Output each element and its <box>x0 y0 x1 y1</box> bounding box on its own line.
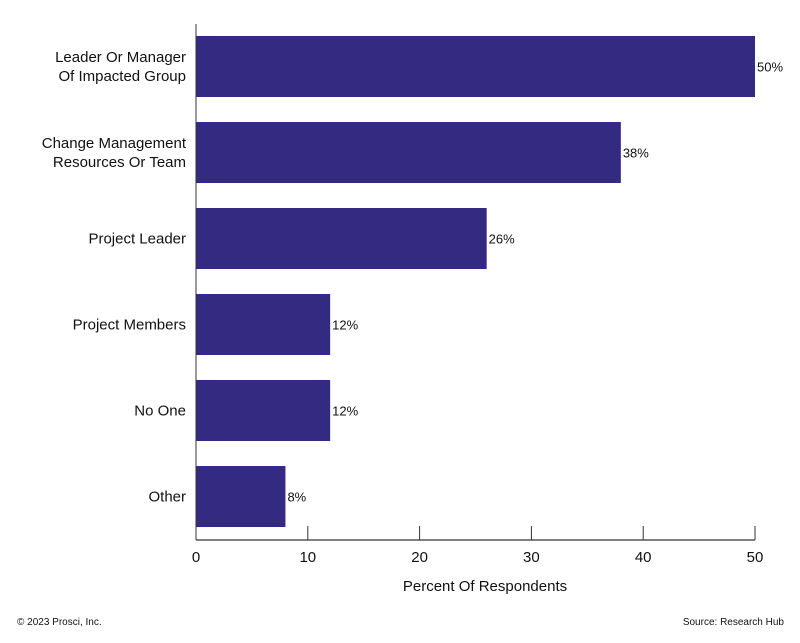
category-label: Resources Or Team <box>53 154 186 171</box>
category-label: Leader Or Manager <box>55 49 186 66</box>
data-label: 12% <box>332 318 358 333</box>
x-tick-label: 10 <box>299 549 316 566</box>
source-text: Source: Research Hub <box>682 617 784 628</box>
x-tick-label: 30 <box>523 549 540 566</box>
bar <box>196 36 755 97</box>
x-tick-label: 0 <box>192 549 200 566</box>
data-label: 38% <box>623 146 649 161</box>
category-label: Change Management <box>42 135 187 152</box>
copyright-text: © 2023 Prosci, Inc. <box>17 617 102 628</box>
bar <box>196 380 331 441</box>
category-label: Project Members <box>73 317 186 334</box>
category-label: Project Leader <box>88 231 186 248</box>
x-tick-label: 50 <box>747 549 764 566</box>
x-tick-label: 40 <box>635 549 652 566</box>
data-label: 50% <box>757 60 783 75</box>
data-label: 26% <box>489 232 515 247</box>
bar <box>196 466 286 527</box>
category-label: Of Impacted Group <box>58 68 186 85</box>
bar <box>196 122 621 183</box>
bar <box>196 294 331 355</box>
x-axis-label: Percent Of Respondents <box>403 578 567 595</box>
category-label: No One <box>134 403 186 420</box>
data-label: 8% <box>287 490 306 505</box>
data-label: 12% <box>332 404 358 419</box>
bar <box>196 208 487 269</box>
category-label: Other <box>148 489 186 506</box>
x-tick-label: 20 <box>411 549 428 566</box>
